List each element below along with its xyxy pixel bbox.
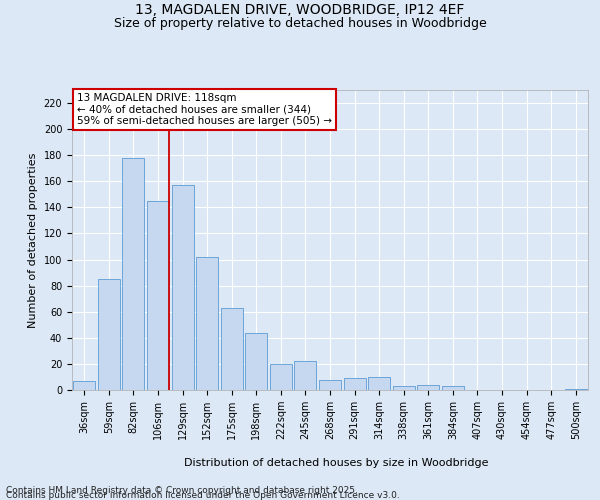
- Text: 13, MAGDALEN DRIVE, WOODBRIDGE, IP12 4EF: 13, MAGDALEN DRIVE, WOODBRIDGE, IP12 4EF: [136, 2, 464, 16]
- Text: Contains HM Land Registry data © Crown copyright and database right 2025.: Contains HM Land Registry data © Crown c…: [6, 486, 358, 495]
- Bar: [221, 308, 243, 390]
- Bar: [245, 332, 268, 390]
- Bar: [442, 386, 464, 390]
- Bar: [392, 386, 415, 390]
- Bar: [172, 185, 194, 390]
- Bar: [73, 381, 95, 390]
- Text: Distribution of detached houses by size in Woodbridge: Distribution of detached houses by size …: [184, 458, 488, 468]
- Y-axis label: Number of detached properties: Number of detached properties: [28, 152, 38, 328]
- Bar: [565, 388, 587, 390]
- Bar: [270, 364, 292, 390]
- Text: Contains public sector information licensed under the Open Government Licence v3: Contains public sector information licen…: [6, 490, 400, 500]
- Bar: [295, 362, 316, 390]
- Bar: [344, 378, 365, 390]
- Bar: [417, 385, 439, 390]
- Text: 13 MAGDALEN DRIVE: 118sqm
← 40% of detached houses are smaller (344)
59% of semi: 13 MAGDALEN DRIVE: 118sqm ← 40% of detac…: [77, 93, 332, 126]
- Bar: [147, 201, 169, 390]
- Bar: [196, 257, 218, 390]
- Bar: [122, 158, 145, 390]
- Bar: [98, 279, 120, 390]
- Bar: [368, 377, 390, 390]
- Text: Size of property relative to detached houses in Woodbridge: Size of property relative to detached ho…: [113, 18, 487, 30]
- Bar: [319, 380, 341, 390]
